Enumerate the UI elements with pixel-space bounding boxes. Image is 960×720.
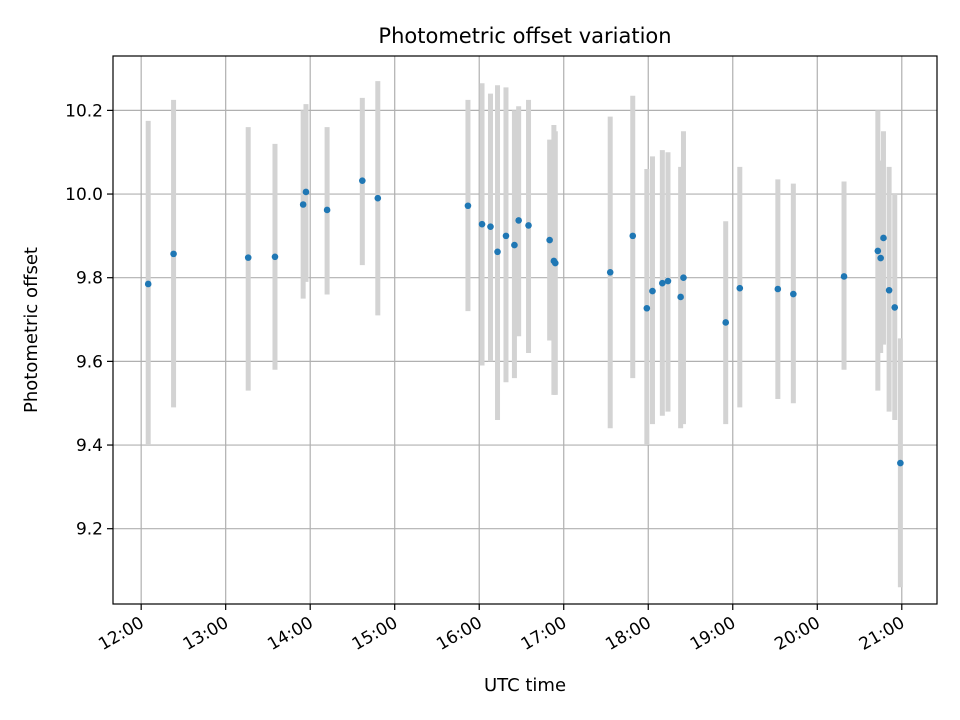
data-point — [880, 234, 887, 242]
data-point — [629, 232, 637, 240]
data-point — [680, 274, 687, 282]
data-point — [271, 253, 279, 261]
grid — [113, 56, 937, 604]
data-point — [478, 220, 486, 228]
data-point — [897, 459, 904, 467]
y-tick-label: 9.4 — [76, 436, 103, 456]
x-tick-label: 13:00 — [180, 613, 232, 655]
data-point — [722, 319, 730, 326]
y-tick-label: 10.0 — [65, 185, 103, 205]
data-point — [515, 217, 522, 224]
x-tick-label: 16:00 — [433, 613, 485, 655]
data-point — [606, 268, 614, 276]
data-point — [299, 201, 307, 208]
data-point — [323, 206, 331, 214]
x-axis-title: UTC time — [484, 675, 566, 696]
data-point — [511, 241, 518, 249]
data-point — [736, 284, 744, 292]
x-tick-label: 14:00 — [264, 613, 316, 655]
x-tick-label: 15:00 — [349, 613, 401, 655]
data-point — [502, 232, 510, 240]
chart-title: Photometric offset variation — [378, 24, 671, 48]
y-tick-label: 9.6 — [76, 352, 103, 372]
data-point — [664, 277, 672, 285]
data-point — [677, 293, 684, 301]
y-tick-label: 9.8 — [76, 269, 103, 289]
x-tick-label: 20:00 — [771, 613, 823, 655]
data-point — [487, 223, 494, 230]
data-point — [840, 273, 848, 280]
data-point — [790, 290, 797, 298]
data-points — [144, 177, 904, 467]
x-tick-label: 21:00 — [856, 613, 908, 655]
data-point — [170, 250, 177, 258]
x-tick-label: 12:00 — [95, 613, 147, 655]
error-bars — [145, 81, 903, 588]
data-point — [374, 194, 382, 202]
y-axis-ticks: 9.2 9.4 9.6 9.8 10.0 10.2 — [65, 101, 113, 540]
data-point — [464, 202, 472, 210]
data-point — [494, 248, 501, 256]
x-tick-label: 18:00 — [602, 613, 654, 655]
data-point — [244, 254, 252, 261]
data-point — [359, 177, 366, 184]
data-point — [546, 236, 553, 244]
plot-frame — [112, 55, 938, 605]
x-axis-ticks: 12:00 13:00 14:00 15:00 16:00 17:00 18:00 19:00… — [95, 604, 908, 655]
data-point — [874, 247, 882, 255]
data-point — [551, 259, 559, 267]
y-tick-label: 9.2 — [76, 520, 103, 540]
data-point — [877, 254, 884, 262]
x-tick-label: 19:00 — [687, 613, 739, 655]
y-tick-label: 10.2 — [65, 101, 103, 121]
data-point — [659, 279, 666, 287]
x-tick-label: 17:00 — [518, 613, 570, 655]
data-point — [891, 304, 899, 311]
data-point — [144, 280, 152, 288]
data-point — [774, 285, 782, 293]
data-point — [649, 287, 656, 295]
data-point — [643, 304, 651, 312]
y-axis-title: Photometric offset — [21, 247, 42, 413]
data-point — [302, 188, 310, 196]
data-point — [525, 222, 532, 229]
data-point — [885, 286, 893, 294]
